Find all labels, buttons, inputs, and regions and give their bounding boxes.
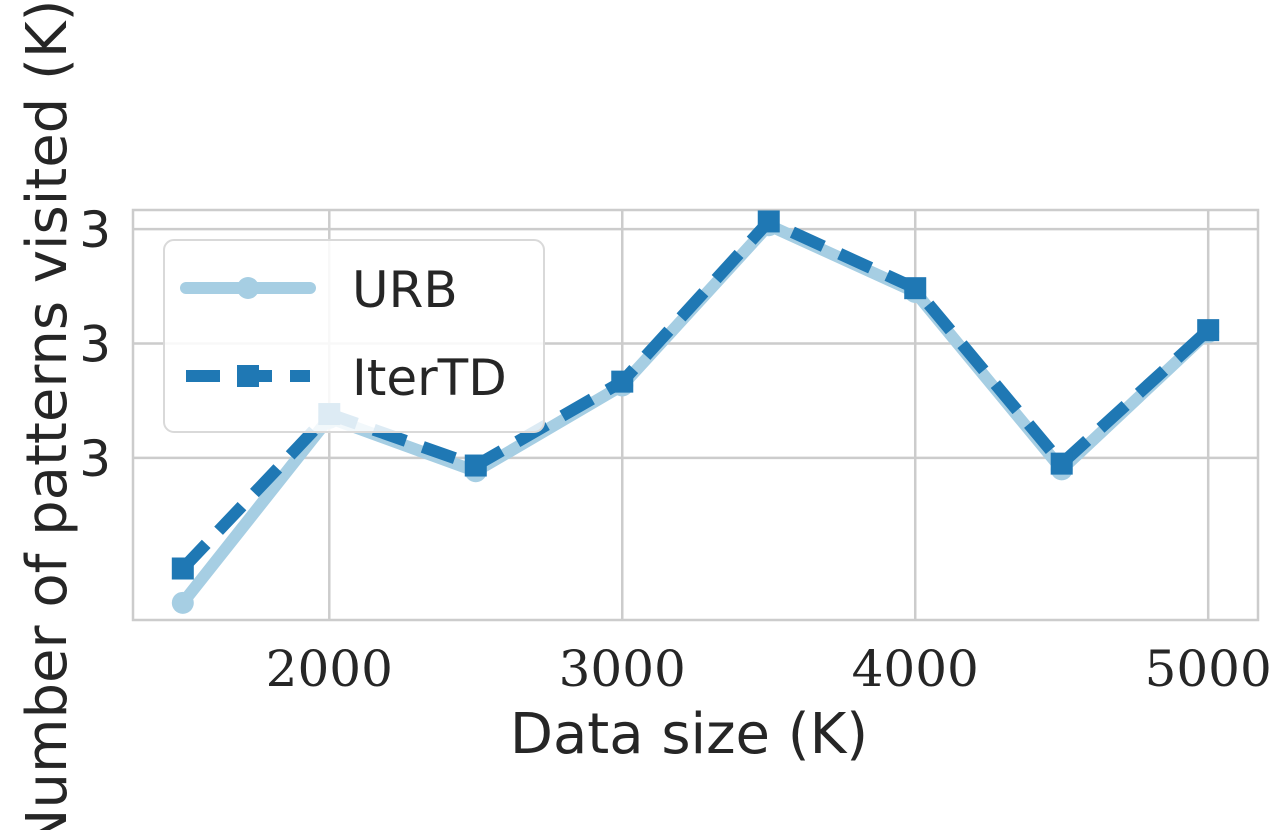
x-axis-ticks: 2000 3000 4000 5000: [266, 640, 1272, 698]
data-point: [171, 591, 194, 614]
y-tick-label: 3: [79, 430, 111, 488]
x-axis-label: Data size (K): [510, 702, 868, 767]
legend-itertd-marker: [237, 365, 259, 387]
data-point: [464, 454, 487, 477]
x-tick-label: 2000: [266, 640, 393, 698]
y-tick-label: 3: [79, 201, 111, 259]
data-point: [1050, 452, 1073, 475]
y-tick-label: 3: [79, 315, 111, 373]
y-axis-label: Number of patterns visited (K): [15, 0, 80, 830]
data-point: [1197, 319, 1220, 342]
legend-urb-marker: [237, 277, 259, 299]
data-point: [904, 277, 927, 300]
data-point: [757, 210, 780, 233]
legend-itertd-label: IterTD: [352, 349, 507, 407]
x-tick-label: 5000: [1145, 640, 1272, 698]
legend-urb-label: URB: [352, 261, 458, 319]
plot-frame: [131, 208, 1260, 622]
y-axis-ticks: 3 3 3: [79, 201, 111, 488]
legend: URB IterTD: [163, 239, 545, 433]
x-tick-label: 4000: [852, 640, 979, 698]
data-point: [171, 557, 194, 580]
data-point: [611, 370, 634, 393]
x-tick-label: 3000: [559, 640, 686, 698]
